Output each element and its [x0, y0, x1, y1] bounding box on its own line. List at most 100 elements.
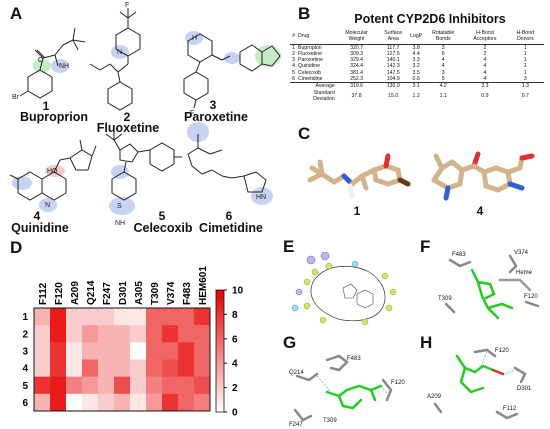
table-cell: 1.1: [439, 92, 447, 99]
table-cell: 1: [523, 63, 527, 70]
heatmap-cell: [194, 376, 211, 395]
table-cell: 3: [523, 76, 527, 83]
atom-label-f: F: [125, 2, 129, 9]
heatmap-cell: [194, 393, 211, 412]
table-stat-label: Standard Deviation: [313, 89, 335, 102]
molecule-6-structure: [187, 122, 273, 205]
table-cell: 3.8: [412, 44, 420, 51]
heatmap-cell: [130, 342, 147, 360]
heatmap-cell: [178, 376, 195, 395]
table-header: LogP: [409, 30, 424, 45]
molecule-number-6: 6: [225, 209, 233, 223]
heatmap-cell: [162, 325, 179, 343]
table-row: 1 Bupropion 320.7 117.7 3.8 3 2 1: [290, 44, 544, 51]
molecule-2-structure: [89, 8, 141, 111]
molecule-number-1: 1: [42, 99, 50, 113]
table-cell: 147.5: [386, 69, 400, 76]
table-cell: 1: [523, 44, 527, 51]
colorbar-tick-label: 0: [232, 408, 238, 419]
heatmap-cell: [50, 359, 67, 377]
residue-label-f112: F112: [503, 406, 517, 412]
molecule-number-5: 5: [158, 209, 166, 223]
colorbar-tick-label: 4: [232, 359, 238, 370]
table-cell: 309.3: [350, 50, 364, 57]
table-row: 2 Fluoxetine 309.3 127.5 4.4 6 2 1: [290, 51, 544, 57]
molecule-name-1: Buproprion: [19, 110, 89, 124]
heatmap-column-label: F112: [38, 282, 49, 305]
heatmap-cell: [98, 393, 115, 412]
table-cell: 117.7: [386, 44, 400, 51]
residue-label-f247: F247: [289, 422, 303, 428]
heatmap-cell: [162, 308, 179, 326]
heatmap-cell: [146, 393, 163, 412]
heatmap-cell: [178, 393, 195, 412]
residue-label-f120: F120: [524, 294, 538, 300]
table-stat-row: Average 319.6 130.0 3.1 4.2 3.3 1.3: [290, 82, 544, 90]
table-cell: 0.9: [481, 92, 489, 99]
heatmap-cell: [82, 359, 99, 377]
heatmap-cell: [114, 359, 131, 377]
table-cell: 142.3: [386, 63, 400, 70]
table-cell: 104.9: [386, 76, 400, 83]
heatmap-cell: [66, 308, 83, 326]
atom-label-nh: NH: [59, 63, 69, 70]
table-cell: 2: [292, 50, 295, 57]
residue-label-v374: V374: [514, 250, 529, 256]
heatmap-chart: F112 F120 A209 Q214 F247 D301 A305 T309 V374 F483…: [22, 266, 244, 419]
table-row: 6 Cimetidine 252.3 104.9 0.6 5 4 3: [290, 76, 544, 83]
residue-label-t309: T309: [438, 296, 452, 302]
interaction-3d-g: F483 Q214 T309 F120 F247: [289, 354, 405, 428]
heatmap-cell: [178, 325, 195, 343]
table-cell: 1: [523, 57, 527, 64]
heatmap-column-label: T309: [150, 282, 161, 305]
heatmap-row-label: 2: [22, 329, 28, 340]
atom-label-s: S: [117, 203, 122, 210]
table-cell: 2: [483, 50, 487, 57]
table-header: Drug: [297, 30, 336, 45]
colorbar-tick-label: 10: [232, 286, 244, 297]
heatmap-column-label: A209: [70, 281, 81, 305]
table-header: H-Bond Acceptors: [463, 30, 507, 45]
heatmap-column-label: F483: [182, 282, 193, 305]
atom-label-n-ring: N: [45, 202, 50, 209]
table-cell: 329.4: [350, 57, 364, 64]
heatmap-cell: [82, 393, 99, 412]
heatmap-column-label: F120: [54, 282, 65, 305]
heatmap-cell: [178, 308, 195, 326]
table-cell: 4.4: [412, 50, 420, 57]
table-cell: 5: [292, 69, 295, 76]
panel-label-e: E: [283, 237, 295, 256]
table-cell: 5: [441, 76, 445, 83]
heatmap-cell: [114, 308, 131, 326]
heatmap-column-label: A305: [134, 281, 145, 305]
heatmap-cell: [162, 393, 179, 412]
table-cell: 4.2: [423, 82, 464, 90]
table-cell: 1: [292, 44, 295, 51]
atom-label-h: H: [192, 35, 197, 42]
table-cell: Bupropion: [298, 44, 322, 51]
residue-label-f120: F120: [391, 380, 405, 386]
interaction-diagram-e: [291, 252, 397, 326]
heatmap-row-label: 6: [22, 398, 28, 409]
table-header-row: # Drug Molecular Weight Surface Area Log…: [290, 30, 544, 45]
heatmap-cell: [130, 376, 147, 395]
residue-label-f483: F483: [347, 356, 361, 362]
structure-c-label-1: 1: [353, 204, 361, 218]
heatmap-row-label: 4: [22, 364, 28, 375]
heatmap-cell: [50, 393, 67, 412]
atom-label-o: O: [38, 57, 44, 64]
table-cell: 140.1: [386, 57, 400, 64]
heatmap-row-label: 3: [22, 346, 28, 357]
heatmap-cell: [130, 359, 147, 377]
residue-label-q214: Q214: [289, 370, 304, 376]
table-row: 3 Paroxetine 329.4 140.1 3.3 4 4 1: [290, 57, 544, 63]
residue-label-a209: A209: [427, 394, 442, 400]
table-cell: 3.3: [463, 82, 507, 90]
heatmap-cell: [66, 342, 83, 360]
table-cell: 3.2: [412, 63, 420, 70]
table-cell: 4: [483, 57, 487, 64]
heatmap-cell: [162, 342, 179, 360]
heatmap-cell: [82, 308, 99, 326]
table-stat-row: Standard Deviation 37.8 15.0 1.2 1.1 0.9 0.7: [290, 90, 544, 103]
residue-label-f483: F483: [452, 252, 466, 258]
